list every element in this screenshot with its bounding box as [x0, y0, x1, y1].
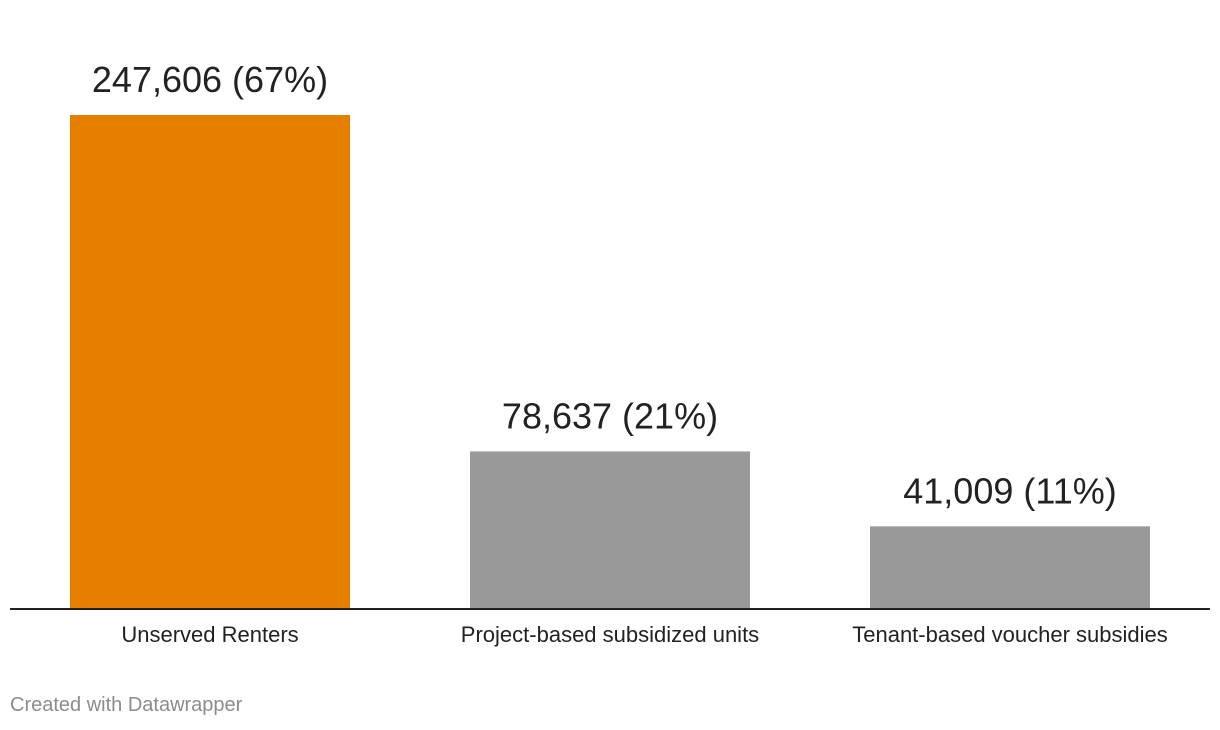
bar-1	[70, 115, 350, 608]
bars-group	[70, 115, 1150, 608]
category-label-1: Unserved Renters	[121, 622, 298, 647]
value-label-3: 41,009 (11%)	[903, 470, 1116, 511]
bar-3	[870, 526, 1150, 608]
datawrapper-credit[interactable]: Created with Datawrapper	[10, 694, 243, 716]
bar-chart: 247,606 (67%) 78,637 (21%) 41,009 (11%) Un…	[10, 59, 1210, 647]
value-label-2: 78,637 (21%)	[502, 395, 718, 436]
category-label-3: Tenant-based voucher subsidies	[852, 622, 1168, 647]
value-labels-group: 247,606 (67%) 78,637 (21%) 41,009 (11%)	[92, 59, 1117, 511]
category-labels-group: Unserved Renters Project-based subsidized…	[121, 622, 1167, 647]
value-label-1: 247,606 (67%)	[92, 59, 328, 100]
category-label-2: Project-based subsidized units	[461, 622, 759, 647]
bar-2	[470, 451, 750, 608]
